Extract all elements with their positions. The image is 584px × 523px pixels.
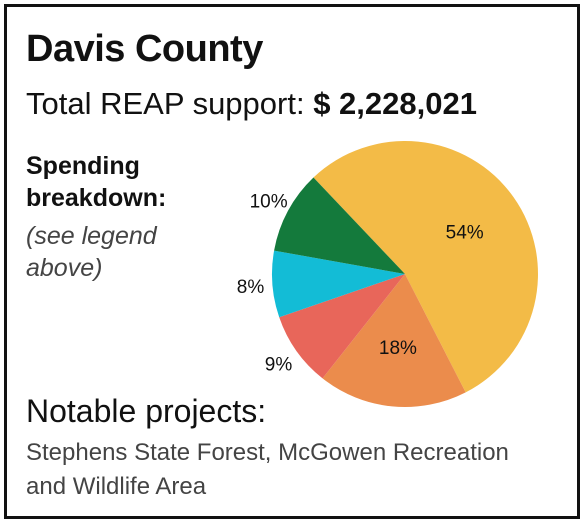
support-amount: $ 2,228,021 xyxy=(313,86,477,121)
spending-heading: Spending breakdown: xyxy=(26,152,167,212)
pie-slice-10 xyxy=(274,177,405,274)
notable-projects-heading: Notable projects: xyxy=(26,393,267,429)
pie-label-2: 9% xyxy=(265,355,293,376)
pie-label-3: 8% xyxy=(237,277,265,298)
total-support: Total REAP support: $ 2,228,021 xyxy=(26,86,477,122)
pie-slice-54 xyxy=(313,141,538,393)
pie-slice-18 xyxy=(322,274,466,408)
pie-label-0: 54% xyxy=(446,223,484,244)
pie-label-4: 10% xyxy=(250,192,288,213)
pie-label-1: 18% xyxy=(379,338,417,359)
spending-note: (see legend above) xyxy=(26,222,157,282)
pie-slice-8 xyxy=(272,250,405,318)
pie-slice-9 xyxy=(279,274,405,379)
notable-projects-text: Stephens State Forest, McGowen Recreatio… xyxy=(26,439,509,500)
support-label: Total REAP support: xyxy=(26,86,305,121)
county-title: Davis County xyxy=(26,28,263,70)
